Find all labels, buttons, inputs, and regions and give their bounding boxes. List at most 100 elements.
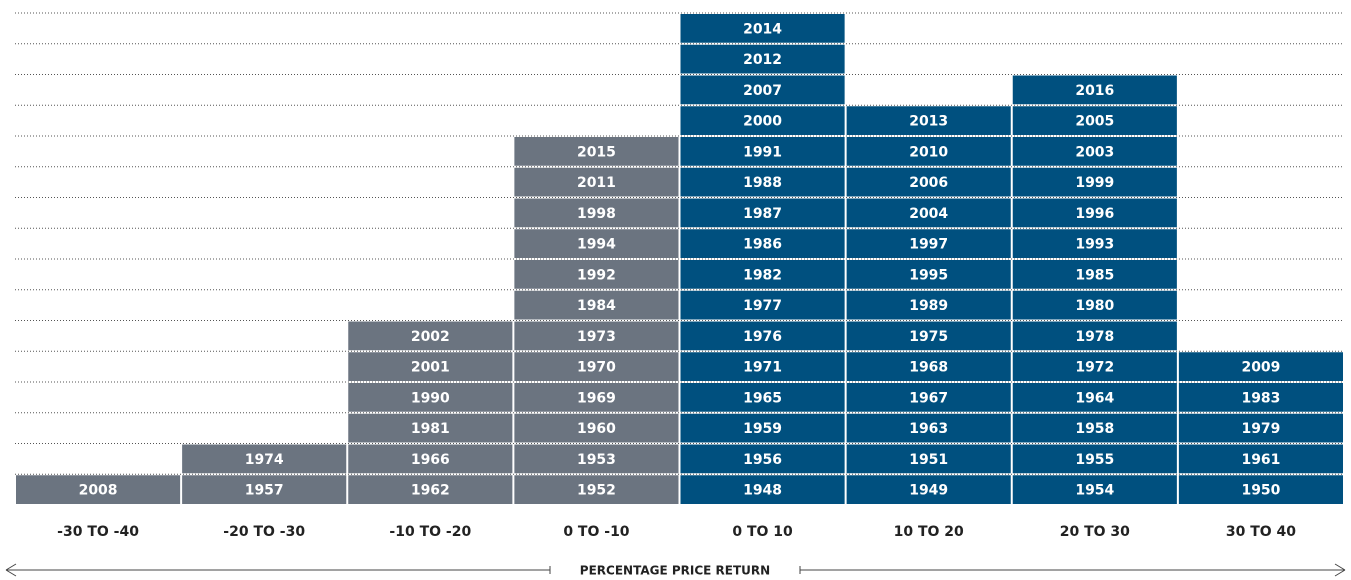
x-tick-label: 0 TO 10 [732,524,793,540]
arrow-head-left [5,563,17,577]
year-label: 1995 [909,267,948,283]
year-box [514,260,679,289]
year-box [846,260,1011,289]
year-box [1012,413,1177,443]
year-label: 1962 [411,483,450,499]
year-label: 1969 [577,390,616,406]
year-label: 1981 [411,421,450,437]
grid [15,12,1344,475]
year-box [1178,383,1343,412]
year-box [680,75,845,105]
year-box [846,444,1011,474]
year-box [1178,413,1343,443]
year-box [680,352,845,381]
year-label: 1968 [909,360,948,376]
year-box [1012,352,1177,381]
year-label: 1997 [909,237,948,253]
year-box [680,260,845,289]
year-label: 1986 [743,237,782,253]
year-label: 1966 [411,452,450,468]
x-axis-label: PERCENTAGE PRICE RETURN [580,564,770,578]
year-box [846,167,1011,197]
year-label: 2002 [411,329,450,345]
year-label: 2009 [1241,360,1280,376]
year-label: 1971 [743,360,782,376]
year-box [846,106,1011,135]
year-box [348,444,513,474]
year-box [514,137,679,166]
year-label: 1980 [1075,298,1114,314]
year-label: 1974 [245,452,284,468]
year-box [846,198,1011,228]
year-label: 2016 [1075,83,1114,99]
arrow-head-right [1334,563,1346,577]
year-label: 2003 [1075,144,1114,160]
year-label: 1959 [743,421,782,437]
year-label: 1989 [909,298,948,314]
year-box [846,321,1011,351]
year-label: 1984 [577,298,616,314]
year-label: 1988 [743,175,782,191]
year-box [680,14,845,43]
year-label: 1960 [577,421,616,437]
year-label: 2013 [909,114,948,130]
x-tick-label: -30 TO -40 [57,524,139,540]
year-box [1012,167,1177,197]
year-label: 1970 [577,360,616,376]
year-box [514,321,679,351]
x-tick-label: -20 TO -30 [223,524,305,540]
year-box [680,229,845,258]
year-label: 1949 [909,483,948,499]
year-box [680,198,845,228]
year-box [182,444,347,474]
year-box [16,475,181,504]
year-box [680,444,845,474]
year-box [1012,290,1177,320]
year-label: 1975 [909,329,948,345]
year-label: 2015 [577,144,616,160]
year-label: 1951 [909,452,948,468]
year-label: 1957 [245,483,284,499]
x-tick-label: 30 TO 40 [1226,524,1296,540]
x-tick-label: -10 TO -20 [389,524,471,540]
year-label: 1956 [743,452,782,468]
year-label: 1950 [1241,483,1280,499]
year-box [846,137,1011,166]
year-label: 1990 [411,390,450,406]
x-tick-label: 10 TO 20 [894,524,964,540]
year-box [1012,260,1177,289]
year-box [846,229,1011,258]
year-box [514,413,679,443]
year-box [680,413,845,443]
year-box [1178,444,1343,474]
year-box [846,475,1011,504]
year-box [846,352,1011,381]
year-label: 2010 [909,144,948,160]
year-box [680,137,845,166]
year-label: 2007 [743,83,782,99]
year-box [1012,229,1177,258]
year-label: 1994 [577,237,616,253]
x-tick-label: 0 TO -10 [563,524,629,540]
year-label: 1991 [743,144,782,160]
year-label: 1955 [1075,452,1114,468]
year-box [846,290,1011,320]
year-box [182,475,347,504]
year-label: 1978 [1075,329,1114,345]
year-box [348,475,513,504]
year-label: 1977 [743,298,782,314]
year-box [846,413,1011,443]
year-box [514,383,679,412]
year-label: 1954 [1075,483,1114,499]
x-tick-label: 20 TO 30 [1060,524,1130,540]
year-label: 1982 [743,267,782,283]
year-box [1012,444,1177,474]
year-label: 1948 [743,483,782,499]
year-label: 2008 [79,483,118,499]
year-box [680,321,845,351]
year-box [846,383,1011,412]
year-box [348,321,513,351]
year-box [514,352,679,381]
year-label: 1987 [743,206,782,222]
